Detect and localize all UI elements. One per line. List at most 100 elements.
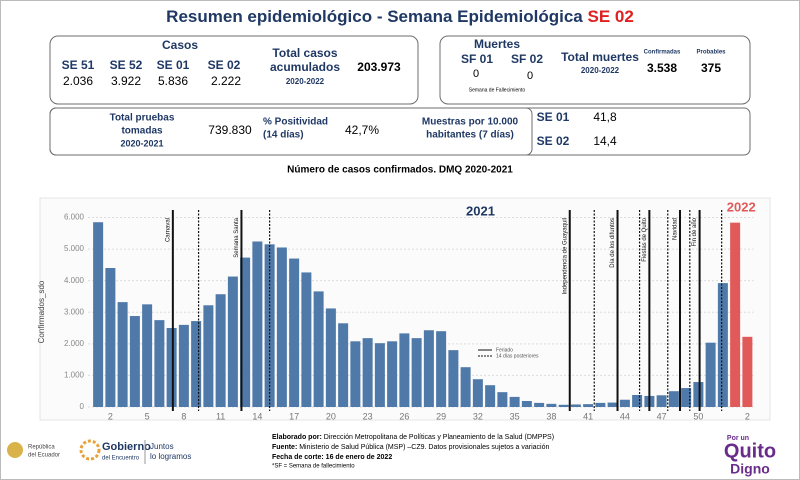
bar [436, 331, 447, 407]
y-tick-label: 3.000 [64, 307, 85, 316]
week-label: SF 02 [511, 52, 543, 66]
bar [203, 305, 214, 407]
week-value: 5.836 [158, 74, 188, 88]
x-tick-label: 20 [326, 411, 336, 421]
bar [717, 283, 728, 407]
bar [289, 258, 300, 407]
bar [350, 341, 361, 407]
bar [240, 257, 251, 407]
x-tick-label: 8 [181, 411, 186, 421]
tests-period: 2020-2021 [120, 138, 163, 148]
week-value: 2.222 [211, 74, 241, 88]
bar [374, 343, 385, 407]
total-label: acumulados [270, 60, 340, 74]
holiday-label: Carnaval [165, 218, 171, 242]
x-tick-label: 41 [583, 411, 593, 421]
emblem [79, 439, 101, 461]
x-tick-label: 23 [363, 411, 373, 421]
probable-label: Probables [696, 50, 726, 56]
x-tick-label: 14 [252, 411, 262, 421]
title: Resumen epidemiológico - Semana Epidemio… [166, 7, 634, 26]
x-tick-label: 38 [546, 411, 556, 421]
logo-text: del Ecuador [28, 453, 60, 459]
bar [693, 382, 704, 407]
logo-text: Digno [730, 461, 770, 477]
week-label: SE 52 [110, 58, 143, 72]
bar [534, 402, 545, 407]
tests-label: Total pruebas [110, 113, 175, 124]
bar [252, 241, 263, 407]
bar [521, 400, 532, 407]
bar [570, 404, 581, 407]
bar [423, 330, 434, 407]
x-tick-label: 44 [620, 411, 630, 421]
logo-text: Por un [727, 435, 749, 442]
week-value: 2.036 [63, 74, 93, 88]
bar [154, 320, 165, 407]
bar [387, 341, 398, 407]
bar [558, 404, 569, 407]
y-tick-label: 1.000 [64, 371, 85, 380]
bar [595, 402, 606, 407]
x-tick-label: 17 [289, 411, 299, 421]
bar [93, 222, 104, 407]
bar [472, 379, 483, 407]
chart-title: Número de casos confirmados. DMQ 2020-20… [287, 165, 513, 176]
y-tick-label: 0 [80, 402, 85, 411]
bar [485, 385, 496, 407]
bar [105, 268, 116, 407]
week-label: SF 01 [461, 52, 493, 66]
bar [227, 276, 238, 407]
title-text: Resumen epidemiológico - Semana Epidemio… [166, 7, 587, 26]
bar [325, 308, 336, 407]
positivity-label: (14 días) [263, 130, 304, 141]
cases-heading: Casos [162, 38, 198, 52]
tests-label: tomadas [121, 126, 163, 137]
x-tick-label: 35 [510, 411, 520, 421]
bar [301, 272, 312, 407]
samples-value: 14,4 [593, 134, 617, 148]
logo-text: Quito [724, 440, 776, 462]
bar [399, 333, 410, 407]
x-tick-label: 2 [745, 411, 750, 421]
bar [668, 391, 679, 407]
deaths-period: 2020-2022 [581, 66, 620, 75]
holiday-label: Semana Santa [234, 217, 240, 257]
bar [215, 294, 226, 407]
positivity-label: % Positividad [263, 117, 328, 128]
bar [656, 395, 667, 407]
bar [338, 323, 349, 407]
holiday-label: Día de los difuntos [610, 218, 616, 268]
bar [705, 342, 716, 407]
samples-week: SE 02 [537, 134, 570, 148]
bar [362, 338, 373, 407]
week-label: SE 02 [208, 58, 241, 72]
x-tick-label: 11 [216, 411, 225, 421]
holiday-label: Independencia de Guayaquil [562, 218, 568, 294]
footer-made-by: Elaborado por: Dirección Metropolitana d… [272, 434, 554, 441]
logo-text: del Encuentro [102, 456, 140, 462]
week-value: 0 [473, 68, 479, 80]
bar [607, 402, 618, 407]
x-tick-label: 26 [399, 411, 409, 421]
bar [509, 396, 520, 407]
x-tick-label: 47 [657, 411, 667, 421]
y-tick-label: 5.000 [64, 244, 85, 253]
samples-week: SE 01 [537, 110, 570, 124]
holiday-label: Fin de año [692, 217, 698, 246]
bar [460, 367, 471, 407]
samples-label: habitantes (7 días) [426, 130, 514, 141]
bar [448, 350, 459, 407]
logo-text: República [28, 445, 55, 451]
bar [632, 394, 643, 407]
week-value: 0 [527, 70, 533, 82]
total-label: Total casos [272, 46, 337, 60]
y-axis-label: Confirmados_sdo [37, 280, 46, 343]
samples-value: 41,8 [593, 110, 617, 124]
series-label: 2022 [727, 199, 756, 214]
samples-label: Muestras por 10.000 [422, 117, 519, 128]
x-tick-label: 2 [108, 411, 113, 421]
x-tick-label: 5 [145, 411, 150, 421]
bar [166, 328, 177, 407]
